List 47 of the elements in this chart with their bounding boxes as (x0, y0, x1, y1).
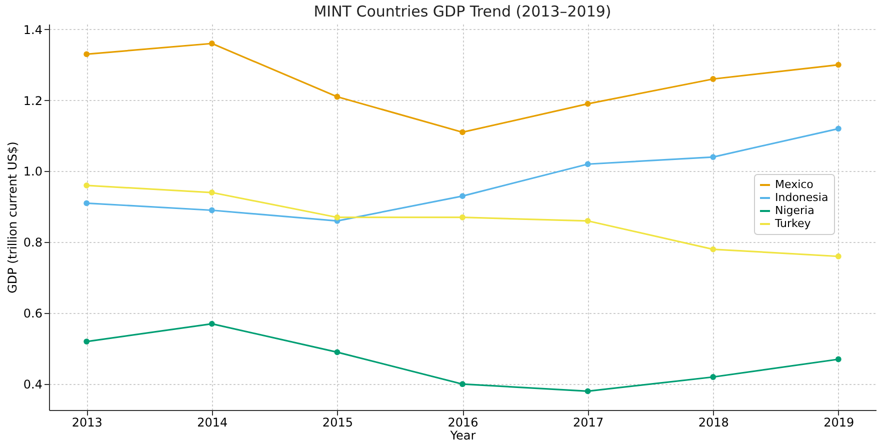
point (584, 161, 591, 168)
y-tick-label: 0.8 (23, 236, 42, 250)
point (584, 218, 591, 224)
point (334, 214, 340, 220)
point (710, 246, 716, 252)
x-tick-label: 2015 (322, 416, 353, 430)
point (460, 214, 466, 220)
point (208, 190, 215, 196)
point (84, 51, 90, 58)
point (208, 207, 215, 214)
y-tick-label: 0.4 (23, 378, 42, 392)
point (460, 193, 466, 200)
legend-label: Indonesia (775, 191, 828, 204)
point (584, 388, 591, 394)
point (334, 94, 340, 100)
point (835, 62, 842, 68)
point (84, 200, 90, 206)
point (584, 100, 591, 107)
x-tick-label: 2019 (824, 416, 854, 430)
point (84, 182, 90, 188)
point (334, 349, 340, 356)
point (835, 126, 842, 132)
y-tick-label: 0.6 (23, 306, 42, 321)
point (208, 320, 215, 327)
x-tick-label: 2017 (573, 416, 604, 430)
point (835, 356, 842, 362)
x-tick-label: 2016 (448, 416, 478, 430)
point (84, 338, 90, 344)
y-tick-label: 1.4 (23, 22, 42, 37)
chart-title: MINT Countries GDP Trend (2013–2019) (314, 2, 612, 20)
legend-label: Nigeria (775, 204, 814, 217)
x-tick-label: 2014 (197, 416, 228, 430)
point (710, 374, 716, 380)
legend-label: Mexico (775, 178, 814, 191)
x-axis-title: Year (449, 428, 476, 442)
point (460, 129, 466, 136)
y-tick-label: 1.0 (23, 164, 42, 179)
x-tick-label: 2013 (72, 416, 102, 430)
point (208, 40, 215, 46)
point (835, 253, 842, 260)
x-tick-label: 2018 (698, 416, 729, 430)
point (710, 154, 716, 160)
legend-label: Turkey (774, 217, 812, 230)
y-axis-title: GDP (trillion current US$) (5, 142, 20, 294)
point (460, 381, 466, 388)
point (710, 76, 716, 82)
y-tick-label: 1.2 (23, 94, 42, 108)
